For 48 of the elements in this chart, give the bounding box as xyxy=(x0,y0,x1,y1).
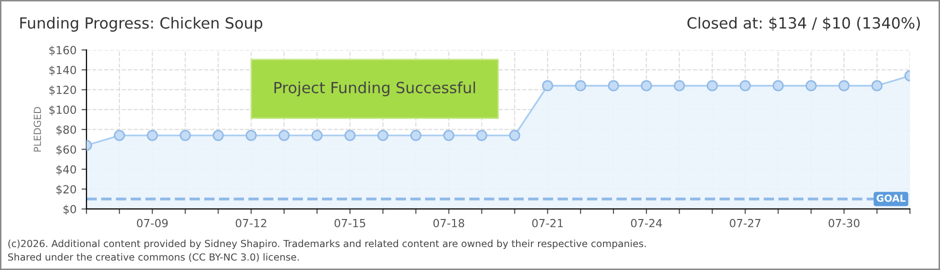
chart-subtitle: Closed at: $134 / $10 (1340%) xyxy=(687,16,920,31)
chart-title: Funding Progress: Chicken Soup xyxy=(20,16,262,32)
x-tick-label: 07-09 xyxy=(136,218,168,228)
point xyxy=(542,80,554,92)
y-axis-title: PLEDGED xyxy=(34,107,42,152)
x-tick-label: 07-30 xyxy=(828,218,860,228)
point xyxy=(740,80,751,92)
y-tick-label: $160 xyxy=(49,46,76,56)
ref-line-label: GOAL xyxy=(876,194,906,202)
point xyxy=(410,130,422,141)
point xyxy=(476,130,488,141)
y-tick-label: $20 xyxy=(56,184,76,195)
y-tick-label: $120 xyxy=(49,85,76,96)
point xyxy=(146,130,158,141)
x-tick-label: 07-12 xyxy=(236,218,266,228)
point xyxy=(838,80,850,92)
y-tick-label: $60 xyxy=(56,145,76,156)
point xyxy=(180,130,191,141)
y-tick-label: $100 xyxy=(49,105,76,116)
y-tick-label: $40 xyxy=(56,165,76,176)
point xyxy=(871,80,883,92)
point xyxy=(674,80,685,92)
point xyxy=(278,130,290,141)
point xyxy=(806,80,817,92)
x-tick-label: 07-21 xyxy=(532,218,563,228)
x-tick-label: 07-18 xyxy=(433,218,464,228)
point xyxy=(246,130,257,141)
x-tick-label: 07-24 xyxy=(631,218,662,228)
point xyxy=(772,80,784,92)
annotation: Project Funding Successful xyxy=(274,82,475,96)
point xyxy=(706,80,718,92)
y-tick-label: $80 xyxy=(56,125,76,136)
point xyxy=(212,130,224,141)
point xyxy=(114,130,125,141)
point xyxy=(574,80,586,92)
point xyxy=(640,80,652,92)
point xyxy=(311,130,323,141)
y-tick-label: $0 xyxy=(64,204,76,215)
y-tick-label: $140 xyxy=(49,66,76,76)
point xyxy=(377,130,388,141)
point xyxy=(509,130,520,141)
point xyxy=(344,130,356,141)
x-tick-label: 07-15 xyxy=(334,218,366,228)
point xyxy=(443,130,454,141)
point xyxy=(608,80,620,92)
x-tick-label: 07-27 xyxy=(730,218,760,228)
text: Shared under the creative commons (CC BY-NC 3.0) license. xyxy=(8,253,299,262)
text: (c)2026. Additional content provided by Sidney Shapiro. Trademarks and related content are owned by their respective companies. xyxy=(8,240,646,250)
